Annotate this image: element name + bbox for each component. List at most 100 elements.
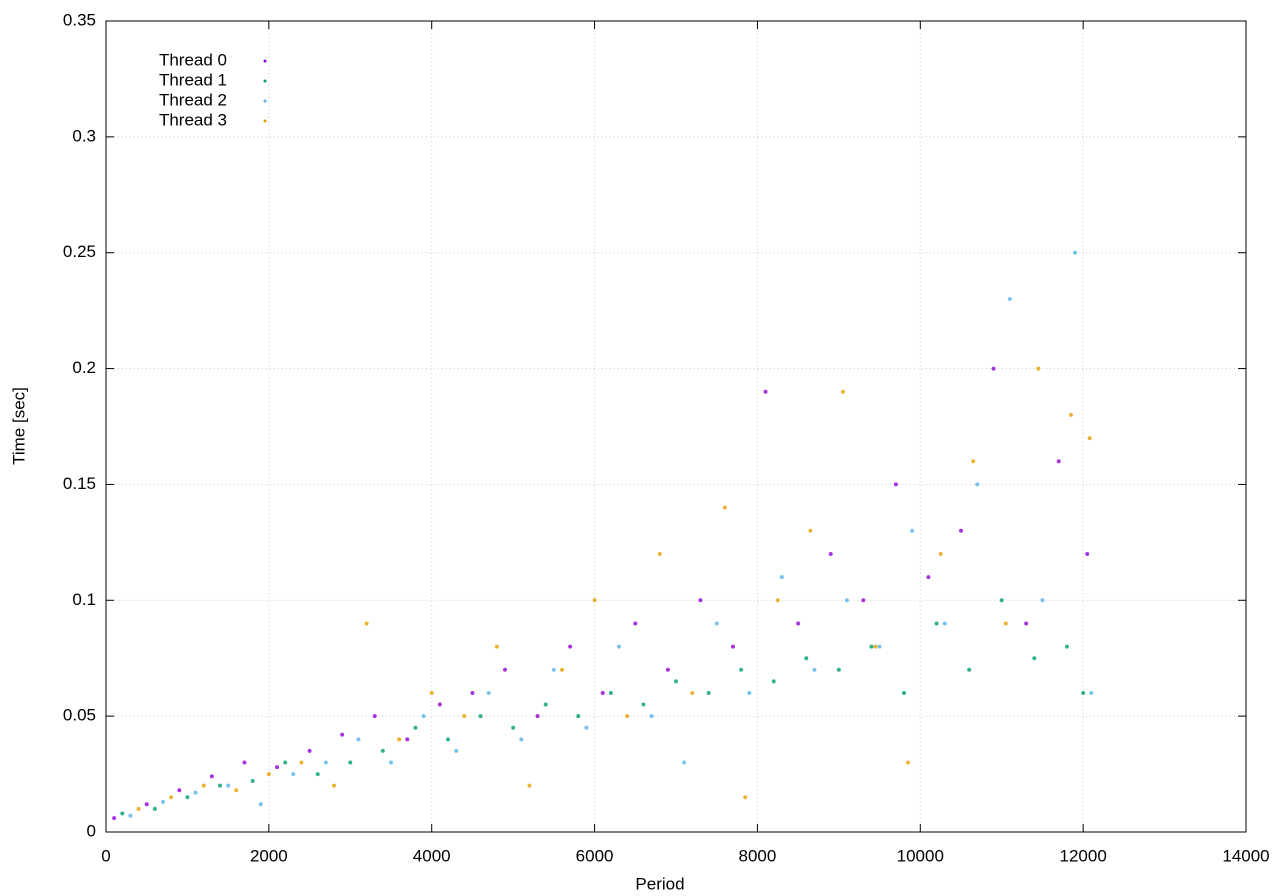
point: [437, 702, 442, 707]
point: [364, 621, 369, 626]
point: [234, 788, 239, 793]
legend-label: Thread 0: [159, 50, 227, 69]
point: [348, 760, 353, 765]
point: [519, 737, 524, 742]
legend-label: Thread 3: [159, 110, 227, 129]
point: [1068, 412, 1073, 417]
point: [568, 644, 573, 649]
point: [250, 779, 255, 784]
point: [845, 598, 849, 603]
point: [1007, 297, 1012, 302]
point: [209, 774, 214, 779]
point: [307, 748, 312, 753]
point: [771, 679, 776, 684]
point: [494, 644, 499, 649]
x-tick-label: 2000: [250, 846, 288, 865]
y-axis-label: Time [sec]: [9, 387, 28, 465]
point: [201, 783, 206, 788]
point: [584, 725, 589, 730]
point: [906, 760, 911, 765]
point: [291, 772, 296, 777]
point: [152, 806, 157, 811]
point: [1003, 621, 1008, 626]
point: [454, 748, 459, 753]
x-axis-label: Period: [635, 874, 684, 893]
point: [617, 644, 621, 649]
point: [1085, 551, 1090, 556]
point: [934, 621, 939, 626]
point: [226, 783, 231, 788]
point: [535, 714, 540, 719]
legend-marker: [263, 79, 267, 83]
point: [128, 813, 133, 818]
point: [657, 551, 662, 556]
point: [893, 482, 898, 487]
point: [258, 802, 263, 807]
point: [486, 690, 491, 695]
legend-label: Thread 2: [159, 90, 227, 109]
point: [743, 795, 748, 800]
point: [543, 702, 548, 707]
point: [959, 528, 963, 533]
point: [527, 783, 532, 788]
y-tick-label: 0.35: [63, 10, 96, 29]
point: [242, 760, 247, 765]
point: [836, 667, 841, 672]
point: [739, 667, 744, 672]
point: [779, 575, 784, 580]
legend-marker: [263, 99, 267, 103]
y-tick-label: 0.2: [72, 358, 96, 377]
point: [299, 760, 304, 765]
point: [112, 816, 117, 821]
y-tick-label: 0.05: [63, 706, 96, 725]
point: [608, 690, 613, 695]
point: [873, 644, 878, 649]
point: [372, 714, 377, 719]
point: [731, 644, 735, 649]
point: [1056, 459, 1061, 464]
point: [275, 765, 279, 770]
point: [625, 714, 630, 719]
point: [283, 760, 288, 765]
point: [185, 795, 190, 800]
point: [861, 598, 866, 603]
point: [763, 389, 768, 394]
point: [462, 714, 467, 719]
point: [323, 760, 328, 765]
point: [503, 667, 507, 672]
point: [136, 806, 141, 811]
point: [804, 656, 809, 661]
point: [1081, 690, 1086, 695]
point: [1036, 366, 1041, 371]
x-tick-label: 14000: [1222, 846, 1269, 865]
point: [775, 598, 780, 603]
point: [169, 795, 174, 800]
point: [397, 737, 402, 742]
x-tick-label: 8000: [739, 846, 777, 865]
x-tick-label: 4000: [413, 846, 451, 865]
x-tick-label: 10000: [897, 846, 944, 865]
point: [600, 690, 605, 695]
point: [413, 725, 418, 730]
legend-label: Thread 1: [159, 70, 227, 89]
point: [991, 366, 996, 371]
y-tick-label: 0: [87, 821, 96, 840]
point: [714, 621, 719, 626]
point: [161, 799, 165, 804]
point: [910, 528, 915, 533]
point: [796, 621, 801, 626]
point: [1040, 598, 1045, 603]
point: [218, 783, 222, 788]
point: [177, 788, 182, 793]
point: [902, 690, 906, 695]
point: [1024, 621, 1029, 626]
point: [999, 598, 1004, 603]
point: [690, 690, 695, 695]
point: [1064, 644, 1069, 649]
x-tick-label: 0: [101, 846, 110, 865]
point: [380, 748, 385, 753]
point: [649, 714, 654, 719]
point: [682, 760, 687, 765]
point: [478, 714, 483, 719]
